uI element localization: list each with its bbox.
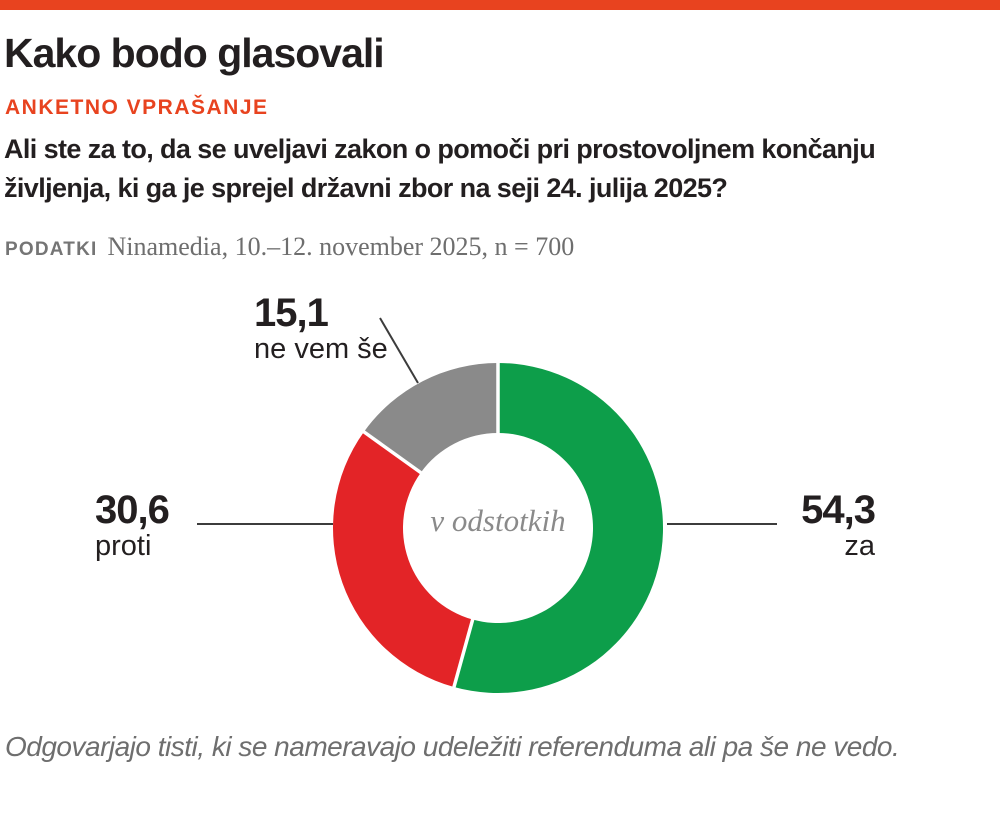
slice-separator	[451, 616, 476, 691]
footnote: Odgovarjajo tisti, ki se nameravajo udel…	[5, 731, 900, 762]
slice-label-proti: 30,6 proti	[95, 488, 170, 563]
slice-name-proti: proti	[95, 530, 152, 562]
kicker-label: ANKETNO VPRAŠANJE	[5, 96, 269, 119]
page-title: Kako bodo glasovali	[4, 30, 385, 76]
slice-separator	[360, 428, 425, 476]
slice-label-za: 54,3 za	[775, 488, 876, 563]
slice-name-za: za	[844, 530, 875, 562]
slice-value-proti: 30,6	[95, 488, 170, 532]
donut-center-label: v odstotkih	[430, 503, 566, 538]
survey-question: Ali ste za to, da se uveljavi zakon o po…	[4, 134, 876, 204]
data-source-row: PODATKI Ninamedia, 10.–12. november 2025…	[5, 232, 574, 262]
slice-value-za: 54,3	[801, 488, 876, 532]
source-label: PODATKI	[5, 239, 98, 260]
donut-slice-proti	[333, 431, 473, 688]
callout-line-ne-vem-se	[379, 317, 419, 384]
slice-value-ne-vem-se: 15,1	[254, 291, 329, 335]
donut-slice-ne-vem-še	[363, 363, 498, 473]
slice-name-ne-vem-se: ne vem še	[254, 333, 388, 365]
source-text: Ninamedia, 10.–12. november 2025, n = 70…	[107, 232, 575, 261]
slice-label-ne-vem-se: 15,1 ne vem še	[254, 293, 388, 366]
accent-top-bar	[0, 0, 1000, 10]
donut-chart	[197, 317, 777, 693]
donut-slice-za	[453, 363, 664, 693]
